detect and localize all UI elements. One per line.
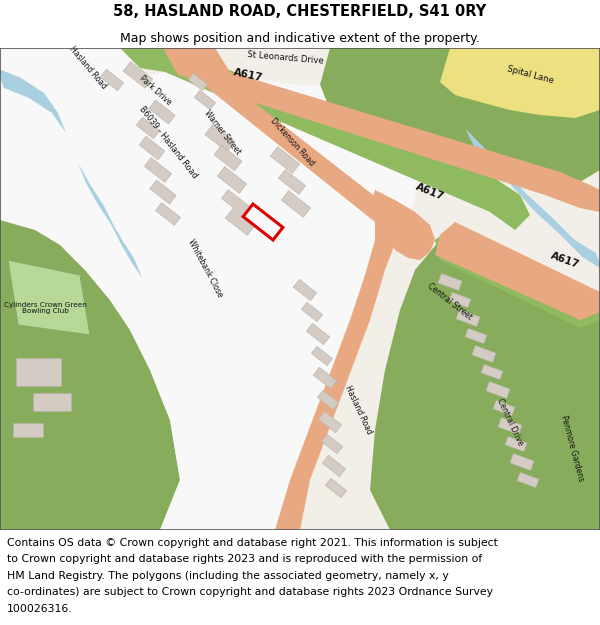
Bar	[281, 191, 311, 218]
Bar	[486, 381, 510, 399]
Text: to Crown copyright and database rights 2023 and is reproduced with the permissio: to Crown copyright and database rights 2…	[7, 554, 482, 564]
Bar	[123, 62, 153, 88]
Polygon shape	[435, 222, 600, 320]
Text: co-ordinates) are subject to Crown copyright and database rights 2023 Ordnance S: co-ordinates) are subject to Crown copyr…	[7, 588, 493, 598]
Polygon shape	[0, 220, 180, 530]
Text: St Leonards Drive: St Leonards Drive	[247, 50, 323, 66]
Text: A617: A617	[549, 250, 581, 270]
Bar	[449, 292, 471, 308]
Bar	[325, 478, 347, 498]
Bar	[510, 454, 534, 471]
Bar	[205, 124, 235, 152]
Polygon shape	[370, 240, 600, 530]
Bar	[481, 364, 503, 379]
Bar	[465, 328, 487, 344]
Text: 100026316.: 100026316.	[7, 604, 73, 614]
Polygon shape	[372, 190, 435, 260]
Text: Hasland Road: Hasland Road	[343, 384, 373, 436]
Text: Contains OS data © Crown copyright and database right 2021. This information is : Contains OS data © Crown copyright and d…	[7, 538, 498, 548]
Text: Spital Lane: Spital Lane	[506, 64, 554, 86]
Polygon shape	[435, 225, 600, 328]
Bar	[317, 390, 338, 410]
Bar	[498, 418, 522, 434]
Bar	[243, 204, 283, 240]
Bar	[322, 434, 343, 454]
Polygon shape	[0, 68, 142, 278]
Bar	[472, 346, 496, 362]
Bar	[493, 401, 515, 416]
Bar	[136, 118, 160, 139]
Bar	[270, 147, 300, 173]
Bar	[217, 167, 247, 193]
Polygon shape	[0, 48, 70, 360]
Polygon shape	[120, 48, 530, 230]
Bar	[311, 346, 332, 366]
Polygon shape	[320, 48, 600, 190]
Text: Hasland Road: Hasland Road	[68, 45, 109, 91]
Text: Warner Street: Warner Street	[202, 108, 242, 156]
Bar	[145, 158, 172, 182]
Polygon shape	[0, 48, 145, 85]
Bar	[33, 393, 71, 411]
Text: 58, HASLAND ROAD, CHESTERFIELD, S41 0RY: 58, HASLAND ROAD, CHESTERFIELD, S41 0RY	[113, 4, 487, 19]
Bar	[16, 358, 61, 386]
Bar	[318, 411, 342, 432]
Bar	[278, 169, 305, 194]
Polygon shape	[466, 129, 600, 271]
Text: Park Drive: Park Drive	[137, 73, 173, 107]
Bar	[313, 368, 337, 389]
Bar	[188, 73, 208, 91]
Text: A617: A617	[232, 67, 263, 83]
Polygon shape	[163, 48, 400, 530]
Bar	[306, 323, 330, 345]
Bar	[438, 274, 462, 291]
Bar	[301, 302, 323, 322]
Text: Central Drive: Central Drive	[495, 397, 525, 447]
Bar	[13, 423, 43, 437]
Bar	[149, 100, 175, 124]
Bar	[456, 309, 480, 326]
Polygon shape	[440, 48, 600, 118]
Text: Whitebank Close: Whitebank Close	[186, 238, 224, 299]
Bar	[221, 189, 248, 214]
Text: A617: A617	[414, 182, 446, 203]
Bar	[155, 202, 181, 226]
Bar	[214, 145, 242, 171]
Text: Central Street: Central Street	[426, 282, 474, 322]
Polygon shape	[8, 260, 90, 335]
Text: Map shows position and indicative extent of the property.: Map shows position and indicative extent…	[120, 32, 480, 45]
Bar	[293, 279, 317, 301]
Text: HM Land Registry. The polygons (including the associated geometry, namely x, y: HM Land Registry. The polygons (includin…	[7, 571, 449, 581]
Text: Cylinders Crown Green
Bowling Club: Cylinders Crown Green Bowling Club	[4, 301, 86, 314]
Polygon shape	[163, 48, 600, 212]
Bar	[150, 180, 176, 204]
Bar	[322, 455, 346, 477]
Bar	[100, 69, 124, 91]
Bar	[517, 472, 539, 488]
Bar	[194, 90, 215, 110]
Text: B6039 - Hasland Road: B6039 - Hasland Road	[137, 104, 199, 180]
Text: Dickenson Road: Dickenson Road	[268, 116, 316, 168]
Bar	[505, 436, 527, 452]
Text: Penmore Gardens: Penmore Gardens	[559, 414, 585, 482]
Polygon shape	[0, 48, 420, 530]
Bar	[139, 136, 165, 160]
Bar	[225, 209, 255, 236]
